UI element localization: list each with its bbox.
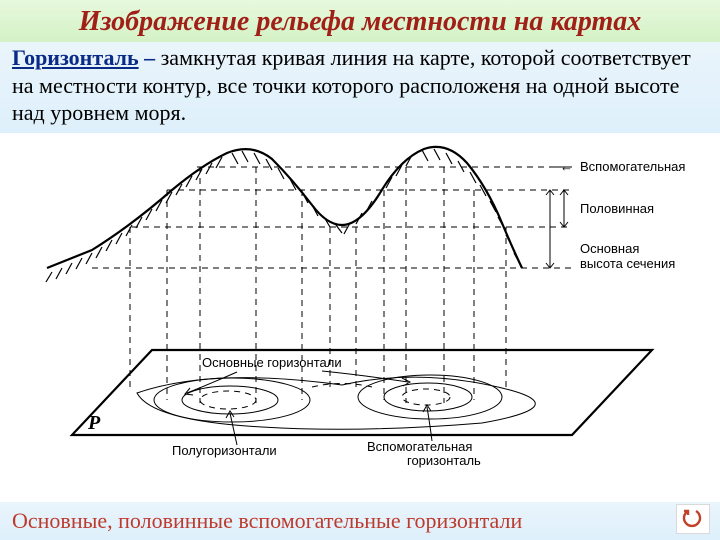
label-main-section-l2: высота сечения bbox=[580, 256, 675, 271]
label-main-section-l1: Основная bbox=[580, 241, 639, 256]
label-plane: P bbox=[87, 412, 101, 434]
definition-dash: – bbox=[139, 45, 161, 70]
label-half-contours: Полугоризонтали bbox=[172, 443, 277, 458]
arrow-tick: ← bbox=[560, 159, 573, 174]
label-aux-contour-l1: Вспомогательная bbox=[367, 439, 472, 454]
label-aux-contour-l2: горизонталь bbox=[407, 453, 481, 468]
definition-term: Горизонталь bbox=[12, 45, 139, 70]
definition-block: Горизонталь – замкнутая кривая линия на … bbox=[0, 42, 720, 133]
label-aux: Вспомогательная bbox=[580, 159, 685, 174]
label-half: Половинная bbox=[580, 201, 654, 216]
title-bar: Изображение рельефа местности на картах bbox=[0, 0, 720, 42]
page-title: Изображение рельефа местности на картах bbox=[10, 6, 710, 38]
footer-band: Основные, половинные вспомогательные гор… bbox=[0, 502, 720, 540]
footer-text: Основные, половинные вспомогательные гор… bbox=[12, 508, 522, 534]
label-main-contours: Основные горизонтали bbox=[202, 355, 342, 370]
return-icon[interactable] bbox=[676, 504, 710, 534]
relief-diagram: ← Вспомогательная Половинная Основная вы… bbox=[12, 135, 708, 475]
